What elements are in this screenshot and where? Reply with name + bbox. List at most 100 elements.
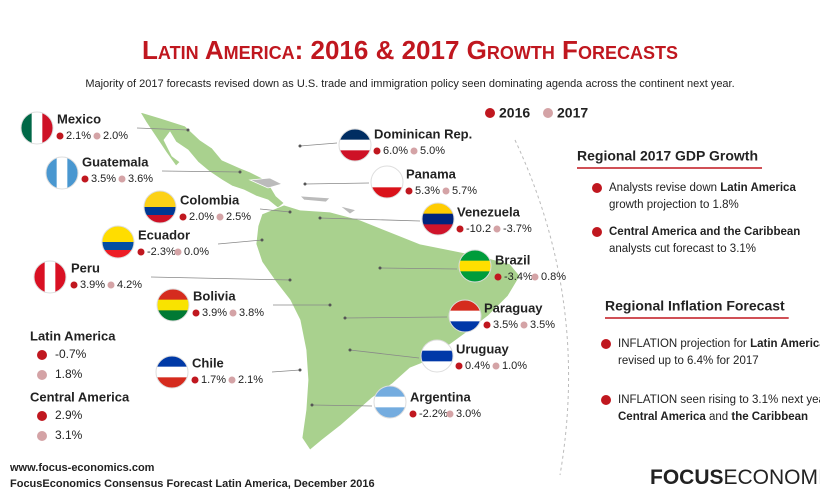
leader-line [217,239,263,245]
leader-dot [303,182,307,186]
leader-dot [186,128,190,132]
flag-stripe [102,226,134,235]
leader-dot [238,170,242,174]
flag-stripe [55,261,66,293]
dot-2017 [228,376,236,384]
dot-2017 [446,410,454,418]
dot-2017 [93,132,101,140]
flag [102,226,134,258]
flag-stripe [459,260,491,272]
country-name: Paraguay [484,300,543,315]
leader-line [304,182,370,185]
aggregate-name: Latin America [30,328,116,343]
dot-2016 [56,132,64,140]
panel-item-line: growth projection to 1.8% [609,199,739,211]
leader-dot [298,368,302,372]
legend-dot-2017 [543,108,553,118]
flag-stripe [374,396,406,408]
dot-2017 [37,431,47,441]
flag-stripe [156,377,188,388]
leader-line [259,208,291,213]
forecast-2016: 3.5% [91,173,116,185]
panel-item-text: growth projection to 1.8% [609,199,739,211]
flag-stripe [374,386,406,398]
panel-item-text: INFLATION seen rising to 3.1% next year … [618,394,820,406]
forecast-2017: 5.0% [420,145,445,157]
dot-2016 [37,350,47,360]
dot-2016 [191,376,199,384]
flag-stripe [157,299,189,311]
flag-stripe [44,261,56,293]
flag-stripe [157,310,189,321]
panel-item-line: INFLATION projection for Latin America [618,338,820,350]
flag-stripe [157,289,189,301]
panel-item-text: Analysts revise down [609,182,720,194]
dot-2016 [373,147,381,155]
panel-item-text: the Caribbean [731,411,808,423]
panel-title: Regional Inflation Forecast [605,298,785,314]
flag [156,356,188,388]
forecast-2016: -2.2% [419,408,448,420]
leader-dot [298,144,302,148]
aggregate-2016: -0.7% [55,347,87,361]
forecast-2017: 2.5% [226,211,251,223]
flag [144,191,176,223]
forecast-2017: 3.5% [530,319,555,331]
forecast-2016: 3.9% [202,307,227,319]
dot-2017 [531,273,539,281]
dot-2017 [410,147,418,155]
panel-item-text: revised up to 6.4% for 2017 [618,355,759,367]
dot-2016 [455,362,463,370]
country-name: Chile [192,355,224,370]
flag [422,203,454,235]
dot-2016 [179,213,187,221]
leader-line [161,170,241,173]
country-name: Argentina [410,389,471,404]
forecast-2017: 0.0% [184,246,209,258]
forecast-2016: 0.4% [465,360,490,372]
flag-stripe [21,112,33,144]
flag-rim [143,190,177,224]
forecast-2016: 2.0% [189,211,214,223]
aggregate-name: Central America [30,389,130,404]
forecast-2016: -3.4% [504,271,533,283]
panel-item-text: Latin America [720,182,796,194]
panel-item-line: analysts cut forecast to 3.1% [609,243,756,255]
map-mexico-central-america [139,111,285,209]
flag-rim [156,288,190,322]
flag [371,166,403,198]
dot-2016 [192,309,200,317]
leader-dot [318,216,322,220]
panel-item-text: INFLATION projection for [618,338,750,350]
leader-line [319,217,421,222]
forecast-2016: 2.1% [66,130,91,142]
subtitle: Majority of 2017 forecasts revised down … [85,78,734,90]
flag-stripe [102,234,134,243]
flag-rim [155,355,189,389]
map [139,111,521,451]
flag-rim [33,260,67,294]
forecast-2017: 0.8% [541,271,566,283]
forecast-2016: -10.2 [466,223,491,235]
flag-rim [420,339,454,373]
forecast-2016: 5.3% [415,185,440,197]
leader-dot [328,303,332,307]
dot-2017 [442,187,450,195]
leader-dot [310,403,314,407]
flag-rim [370,165,404,199]
flag-stripe [156,366,188,378]
panel-title: Regional 2017 GDP Growth [577,148,758,164]
dot-2016 [409,410,417,418]
flag-stripe [422,203,454,215]
flag-stripe [67,157,78,189]
flag-stripe [422,213,454,225]
panel-item-text: analysts cut forecast to 3.1% [609,243,756,255]
flag-rim [101,225,135,259]
forecast-2017: 4.2% [117,279,142,291]
forecast-2017: 2.0% [103,130,128,142]
footer-url: www.focus-economics.com [9,462,155,474]
panel-item-line: Central America and the Caribbean [609,226,800,238]
flag-stripe [374,407,406,418]
flag-rim [20,111,54,145]
leader-dot [288,210,292,214]
